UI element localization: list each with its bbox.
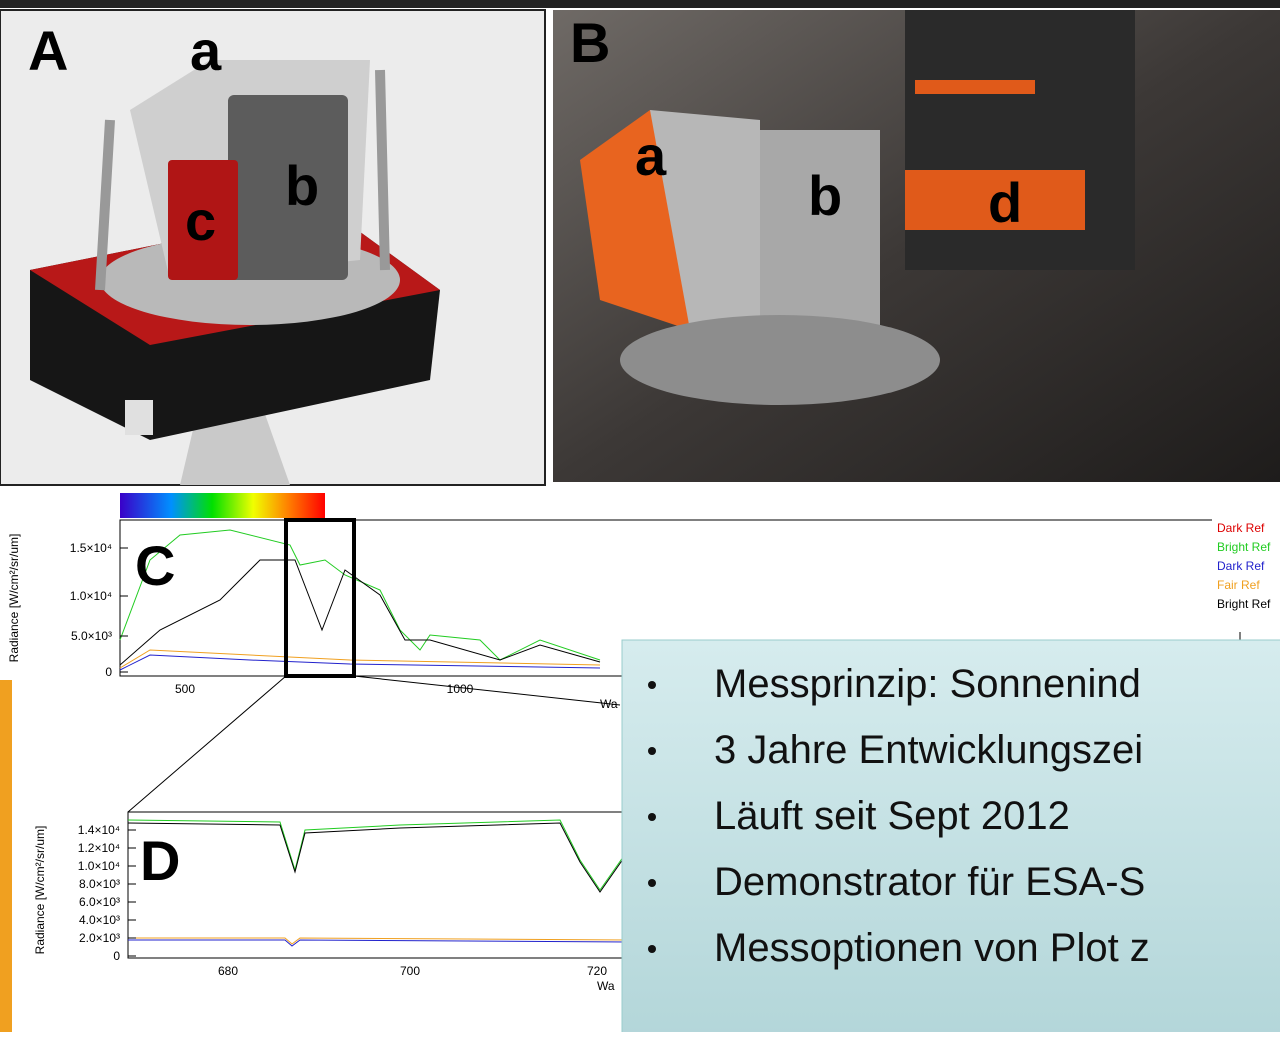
bullet-text: Messprinzip: Sonnenind [714, 662, 1141, 706]
bullet-dot [648, 813, 656, 821]
accent-bar [0, 680, 12, 1032]
label: B [570, 11, 610, 74]
panel-a: A a b c [0, 10, 545, 485]
y-tick-label: 1.0×10⁴ [70, 589, 112, 603]
label: a [635, 124, 667, 187]
label: Radiance [W/cm²/sr/um] [7, 534, 21, 663]
legend-entry: Bright Ref [1217, 597, 1271, 611]
label: c [185, 189, 216, 252]
label: D [140, 829, 180, 892]
label: A [28, 19, 68, 82]
y-tick-label: 0 [105, 665, 112, 679]
slide: A a b c B a b d C Radiance [W/cm²/sr/um]… [0, 0, 1280, 1032]
legend-entry: Dark Ref [1217, 559, 1265, 573]
y-tick-label: 0 [113, 949, 120, 963]
x-tick-label: 700 [400, 964, 420, 978]
cut-title [0, 0, 1280, 8]
y-tick-label: 1.5×10⁴ [70, 541, 112, 555]
y-tick-label: 1.2×10⁴ [78, 841, 120, 855]
bullet-text: Läuft seit Sept 2012 [714, 794, 1070, 838]
legend-entry: Dark Ref [1217, 521, 1265, 535]
y-tick-label: 4.0×10³ [79, 913, 120, 927]
bullet-dot [648, 747, 656, 755]
y-tick-label: 2.0×10³ [79, 931, 120, 945]
bullet-text: Messoptionen von Plot z [714, 926, 1150, 970]
bullet-text: 3 Jahre Entwicklungszei [714, 728, 1143, 772]
label: b [285, 154, 319, 217]
bullet-dot [648, 945, 656, 953]
label: d [988, 171, 1022, 234]
chart-d: D Radiance [W/cm²/sr/um] 1.4×10⁴ 1.2×10⁴ 1… [33, 812, 628, 993]
x-tick-label: 500 [175, 682, 195, 696]
y-tick-label: 1.0×10⁴ [78, 859, 120, 873]
y-tick-label: 6.0×10³ [79, 895, 120, 909]
bullet-dot [648, 879, 656, 887]
bullet-text: Demonstrator für ESA-S [714, 860, 1145, 904]
legend-entry: Bright Ref [1217, 540, 1271, 554]
x-tick-label: 680 [218, 964, 238, 978]
label: b [808, 164, 842, 227]
label: a [190, 19, 222, 82]
bullet-dot [648, 681, 656, 689]
y-tick-label: 8.0×10³ [79, 877, 120, 891]
x-tick-label: 720 [587, 964, 607, 978]
x-tick-label: 1000 [447, 682, 474, 696]
y-tick-label: 5.0×10³ [71, 629, 112, 643]
x-axis-label: Wa [600, 697, 618, 711]
label: C [135, 534, 175, 597]
label: Radiance [W/cm²/sr/um] [33, 826, 47, 955]
panel-b: B a b d [553, 10, 1280, 482]
x-axis-label: Wa [597, 979, 615, 993]
bullet-box: Messprinzip: Sonnenind 3 Jahre Entwicklun… [622, 640, 1280, 1032]
legend-entry: Fair Ref [1217, 578, 1260, 592]
y-tick-label: 1.4×10⁴ [78, 823, 120, 837]
page: A a b c B a b d C Radiance [W/cm²/sr/um]… [0, 0, 1280, 1032]
